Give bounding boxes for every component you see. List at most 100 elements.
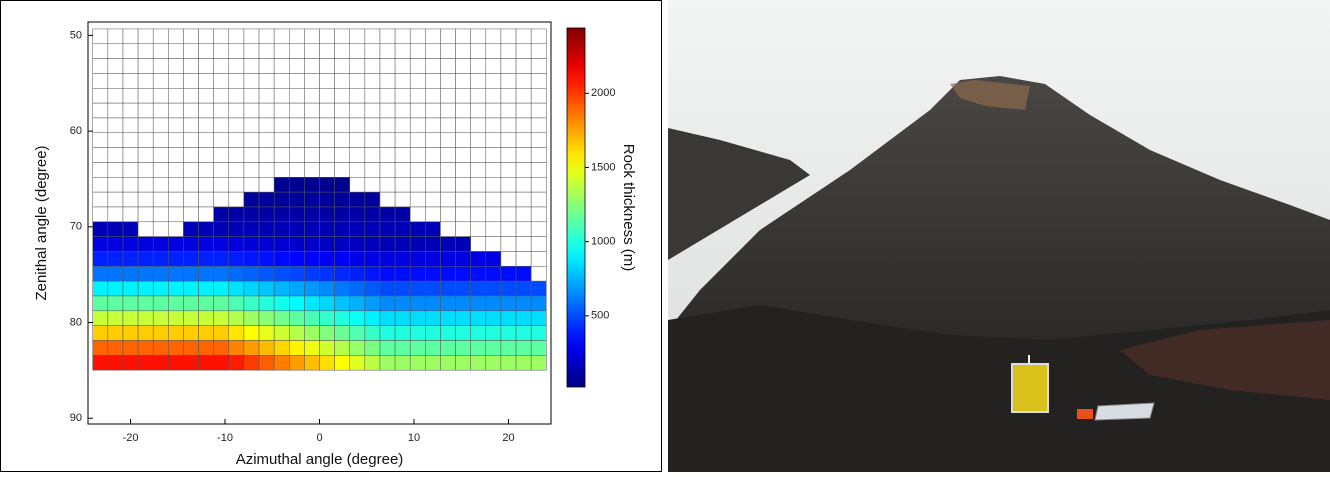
heat-cell: [258, 266, 275, 282]
heat-cell: [198, 266, 214, 282]
heat-cell: [243, 266, 260, 282]
empty-cell: [198, 28, 214, 45]
photo: [668, 0, 1330, 472]
heat-cell: [319, 325, 335, 341]
empty-cell: [92, 28, 109, 45]
heat-cell: [258, 355, 275, 371]
heat-cell: [455, 251, 471, 267]
empty-cell: [152, 162, 169, 178]
empty-cell: [92, 73, 109, 89]
empty-cell: [364, 58, 381, 74]
empty-cell: [470, 177, 487, 193]
empty-cell: [409, 147, 426, 163]
empty-cell: [470, 102, 487, 119]
empty-cell: [425, 177, 441, 193]
heat-cell: [198, 340, 214, 356]
empty-cell: [137, 162, 154, 178]
empty-cell: [440, 73, 456, 89]
empty-cell: [470, 28, 487, 45]
heat-cell: [183, 236, 199, 252]
empty-cell: [137, 58, 154, 74]
empty-cell: [152, 88, 169, 104]
empty-cell: [425, 43, 441, 59]
heat-cell: [349, 191, 366, 208]
empty-cell: [485, 221, 502, 237]
empty-cell: [122, 102, 139, 119]
heat-cell: [500, 310, 517, 326]
heat-cell: [243, 191, 260, 208]
empty-cell: [304, 58, 320, 74]
colorbar-label: Rock thickness (m): [620, 144, 637, 272]
heat-cell: [409, 236, 426, 252]
empty-cell: [364, 162, 381, 178]
heat-cell: [289, 251, 305, 267]
empty-cell: [485, 177, 502, 193]
heat-cell: [409, 310, 426, 326]
empty-cell: [409, 43, 426, 59]
heat-cell: [243, 251, 260, 267]
empty-cell: [409, 58, 426, 74]
heat-cell: [92, 280, 109, 297]
empty-cell: [228, 73, 245, 89]
heat-cell: [289, 177, 305, 193]
empty-cell: [334, 147, 350, 163]
empty-cell: [440, 117, 456, 134]
empty-cell: [455, 43, 471, 59]
heat-cell: [107, 355, 124, 371]
heat-cell: [364, 340, 381, 356]
heat-cell: [152, 325, 169, 341]
heat-cell: [379, 340, 396, 356]
empty-cell: [500, 206, 517, 223]
heat-cell: [425, 236, 441, 252]
empty-cell: [425, 58, 441, 74]
empty-cell: [107, 58, 124, 74]
empty-cell: [92, 147, 109, 163]
empty-cell: [319, 73, 335, 89]
empty-cell: [198, 102, 214, 119]
heat-cell: [455, 236, 471, 252]
empty-cell: [440, 206, 456, 223]
empty-cell: [289, 58, 305, 74]
heat-cell: [334, 206, 350, 223]
empty-cell: [349, 88, 366, 104]
empty-cell: [243, 58, 260, 74]
heat-cell: [122, 221, 139, 237]
heat-cell: [485, 355, 502, 371]
heat-cell: [515, 355, 532, 371]
empty-cell: [258, 117, 275, 134]
empty-cell: [470, 221, 487, 237]
empty-cell: [213, 73, 230, 89]
empty-cell: [152, 206, 169, 223]
empty-cell: [530, 221, 547, 237]
heat-cell: [152, 280, 169, 297]
empty-cell: [183, 206, 199, 223]
empty-cell: [515, 58, 532, 74]
empty-cell: [122, 206, 139, 223]
empty-cell: [168, 162, 184, 178]
heat-cell: [168, 295, 184, 312]
heat-cell: [409, 266, 426, 282]
heat-cell: [122, 251, 139, 267]
empty-cell: [107, 117, 124, 134]
empty-cell: [152, 43, 169, 59]
empty-cell: [349, 102, 366, 119]
heat-cell: [122, 266, 139, 282]
heat-cell: [364, 206, 381, 223]
heat-cell: [334, 340, 350, 356]
empty-cell: [304, 162, 320, 178]
heat-cell: [485, 280, 502, 297]
empty-cell: [213, 28, 230, 45]
heat-cell: [289, 221, 305, 237]
heat-cell: [455, 280, 471, 297]
heat-cell: [243, 355, 260, 371]
empty-cell: [349, 117, 366, 134]
empty-cell: [243, 102, 260, 119]
empty-cell: [394, 102, 411, 119]
heat-cell: [319, 355, 335, 371]
heat-cell: [122, 355, 139, 371]
heat-cell: [349, 355, 366, 371]
heat-cell: [500, 266, 517, 282]
x-tick-label: -20: [123, 432, 139, 444]
heat-cell: [183, 325, 199, 341]
